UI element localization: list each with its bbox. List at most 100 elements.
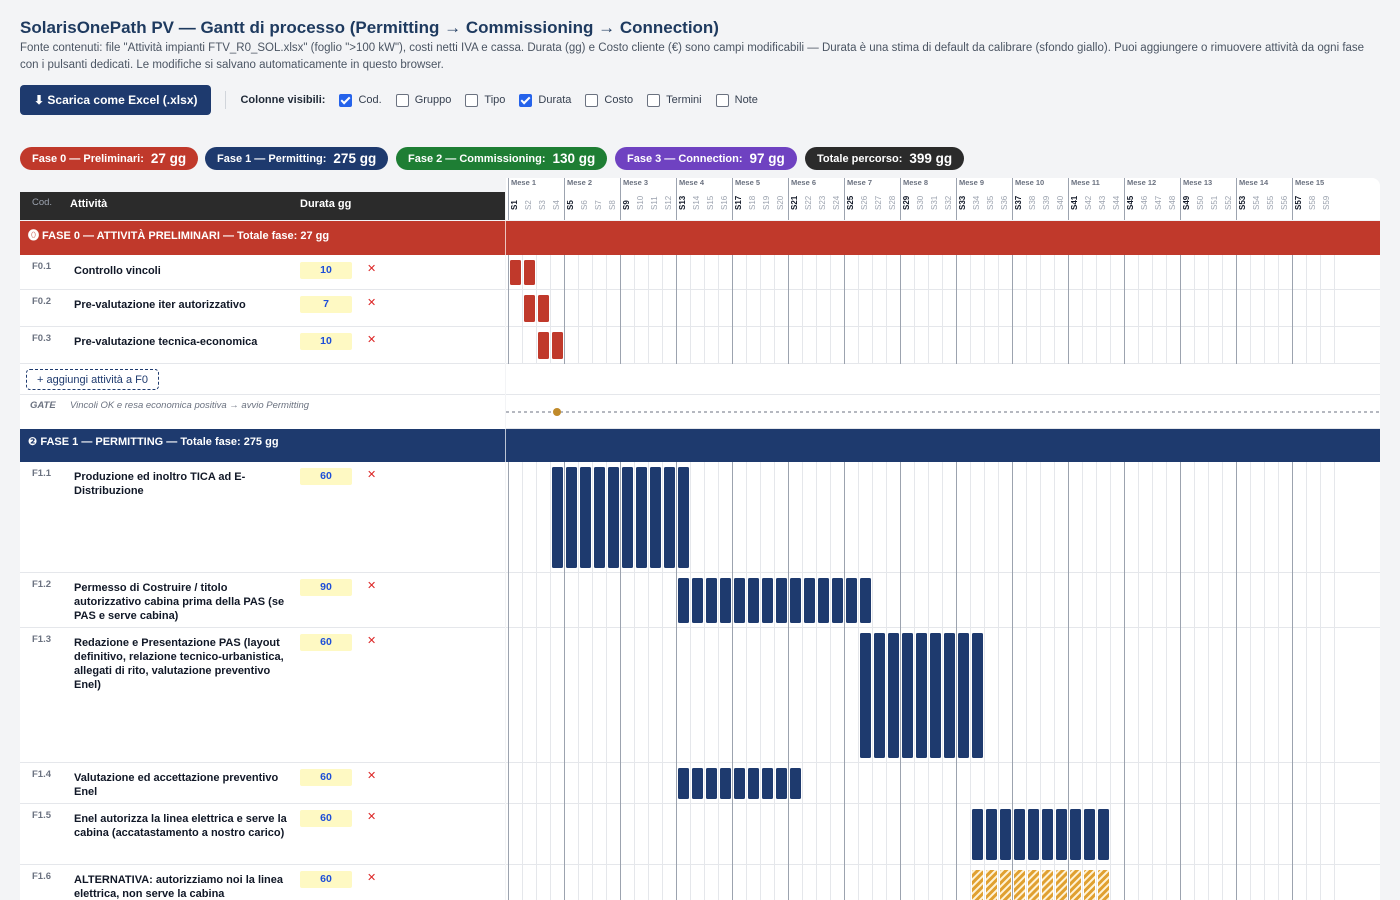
phase-band xyxy=(506,221,1380,255)
week-label: S57 xyxy=(1294,195,1303,210)
delete-activity-button[interactable]: ✕ xyxy=(367,872,377,884)
month-divider xyxy=(676,178,677,220)
week-label: S36 xyxy=(1000,195,1009,210)
gantt-bar-segment xyxy=(986,809,997,860)
table-header: Cod. Attività Durata gg xyxy=(20,192,505,220)
gantt-bar-segment xyxy=(1028,809,1039,860)
pill-value: 130 gg xyxy=(552,151,596,166)
add-activity-button-f0[interactable]: + aggiungi attività a F0 xyxy=(26,369,159,390)
gantt-bar-segment xyxy=(972,633,983,758)
week-label: S39 xyxy=(1042,195,1051,210)
week-label: S53 xyxy=(1238,195,1247,210)
column-toggle-termini[interactable]: Termini xyxy=(647,93,702,107)
column-toggle-durata[interactable]: Durata xyxy=(519,93,571,107)
download-excel-button[interactable]: ⬇ Scarica come Excel (.xlsx) xyxy=(20,85,212,115)
delete-activity-button[interactable]: ✕ xyxy=(367,811,377,823)
week-label: S55 xyxy=(1266,195,1275,210)
column-divider xyxy=(505,221,506,255)
checkbox[interactable] xyxy=(519,93,533,107)
month-divider xyxy=(1180,178,1181,220)
week-label: S8 xyxy=(608,200,617,210)
gantt-bar-segment xyxy=(650,467,661,568)
week-label: S21 xyxy=(790,195,799,210)
col-header-activity: Attività xyxy=(70,198,108,210)
duration-input[interactable]: 10 xyxy=(300,333,352,350)
week-label: S25 xyxy=(846,195,855,210)
month-label: Mese 1 xyxy=(511,178,537,187)
page-title: SolarisOnePath PV — Gantt di processo (P… xyxy=(20,18,719,37)
checkbox[interactable] xyxy=(395,93,409,107)
gantt-bar-segment xyxy=(622,467,633,568)
column-toggle-costo[interactable]: Costo xyxy=(585,93,633,107)
delete-activity-button[interactable]: ✕ xyxy=(367,770,377,782)
week-label: S29 xyxy=(902,195,911,210)
delete-activity-button[interactable]: ✕ xyxy=(367,297,377,309)
delete-activity-button[interactable]: ✕ xyxy=(367,334,377,346)
gantt-bar-segment xyxy=(1042,870,1053,900)
gantt-bar-segment xyxy=(776,768,787,799)
column-toggle-tipo[interactable]: Tipo xyxy=(465,93,505,107)
column-toggle-cod[interactable]: Cod. xyxy=(339,93,382,107)
pill-label: Fase 0 — Preliminari: xyxy=(32,152,144,165)
checkbox[interactable] xyxy=(339,93,353,107)
duration-input[interactable]: 60 xyxy=(300,871,352,888)
duration-input[interactable]: 7 xyxy=(300,296,352,313)
month-divider xyxy=(732,178,733,220)
gantt-bar-segment xyxy=(706,578,717,623)
gate-label: GATE xyxy=(30,400,56,411)
activity-row-f1-2: F1.2 Permesso di Costruire / titolo auto… xyxy=(20,573,505,628)
activity-row-f0-2: F0.2 Pre-valutazione iter autorizzativo … xyxy=(20,290,505,327)
checkbox[interactable] xyxy=(647,93,661,107)
summary-pill-phase0: Fase 0 — Preliminari: 27 gg xyxy=(20,147,199,170)
week-label: S50 xyxy=(1196,195,1205,210)
month-divider xyxy=(900,178,901,220)
duration-input[interactable]: 60 xyxy=(300,468,352,485)
activity-name: Produzione ed inoltro TICA ad E-Distribu… xyxy=(74,471,246,497)
column-toggle-gruppo[interactable]: Gruppo xyxy=(395,93,451,107)
summary-pill-phase2: Fase 2 — Commissioning: 130 gg xyxy=(396,147,608,170)
duration-input[interactable]: 60 xyxy=(300,634,352,651)
gantt-bar-segment xyxy=(1056,870,1067,900)
checkbox[interactable] xyxy=(585,93,599,107)
week-label: S5 xyxy=(566,200,575,210)
gantt-bar-segment xyxy=(860,633,871,758)
gantt-bar-segment xyxy=(972,870,983,900)
week-label: S3 xyxy=(538,200,547,210)
duration-input[interactable]: 90 xyxy=(300,579,352,596)
week-label: S51 xyxy=(1210,195,1219,210)
week-label: S46 xyxy=(1140,195,1149,210)
gantt-bar-segment xyxy=(1028,870,1039,900)
activity-name: Pre-valutazione tecnica-economica xyxy=(74,336,258,348)
gantt-bar-segment xyxy=(776,578,787,623)
column-toggle-note[interactable]: Note xyxy=(715,93,758,107)
gantt-bar-segment xyxy=(762,768,773,799)
activity-row-f1-4: F1.4 Valutazione ed accettazione prevent… xyxy=(20,763,505,804)
checkbox[interactable] xyxy=(465,93,479,107)
delete-activity-button[interactable]: ✕ xyxy=(367,263,377,275)
duration-input[interactable]: 60 xyxy=(300,810,352,827)
month-label: Mese 14 xyxy=(1239,178,1269,187)
activity-row-f0-1: F0.1 Controllo vincoli 10 ✕ xyxy=(20,255,505,290)
gantt-bar-segment xyxy=(692,578,703,623)
gantt-bar-segment xyxy=(1098,809,1109,860)
gate-marker xyxy=(553,408,561,416)
gantt-bar-segment xyxy=(1014,809,1025,860)
week-label: S20 xyxy=(776,195,785,210)
week-label: S58 xyxy=(1308,195,1317,210)
delete-activity-button[interactable]: ✕ xyxy=(367,469,377,481)
week-label: S28 xyxy=(888,195,897,210)
duration-input[interactable]: 60 xyxy=(300,769,352,786)
checkbox[interactable] xyxy=(715,93,729,107)
week-label: S10 xyxy=(636,195,645,210)
week-label: S30 xyxy=(916,195,925,210)
gantt-bar-segment xyxy=(678,768,689,799)
gantt-bar-segment xyxy=(552,332,563,359)
gantt-bar-segment xyxy=(748,578,759,623)
duration-input[interactable]: 10 xyxy=(300,262,352,279)
gantt-bar-segment xyxy=(916,633,927,758)
month-divider xyxy=(564,178,565,220)
week-label: S59 xyxy=(1322,195,1331,210)
delete-activity-button[interactable]: ✕ xyxy=(367,580,377,592)
gantt-bar-segment xyxy=(972,809,983,860)
delete-activity-button[interactable]: ✕ xyxy=(367,635,377,647)
